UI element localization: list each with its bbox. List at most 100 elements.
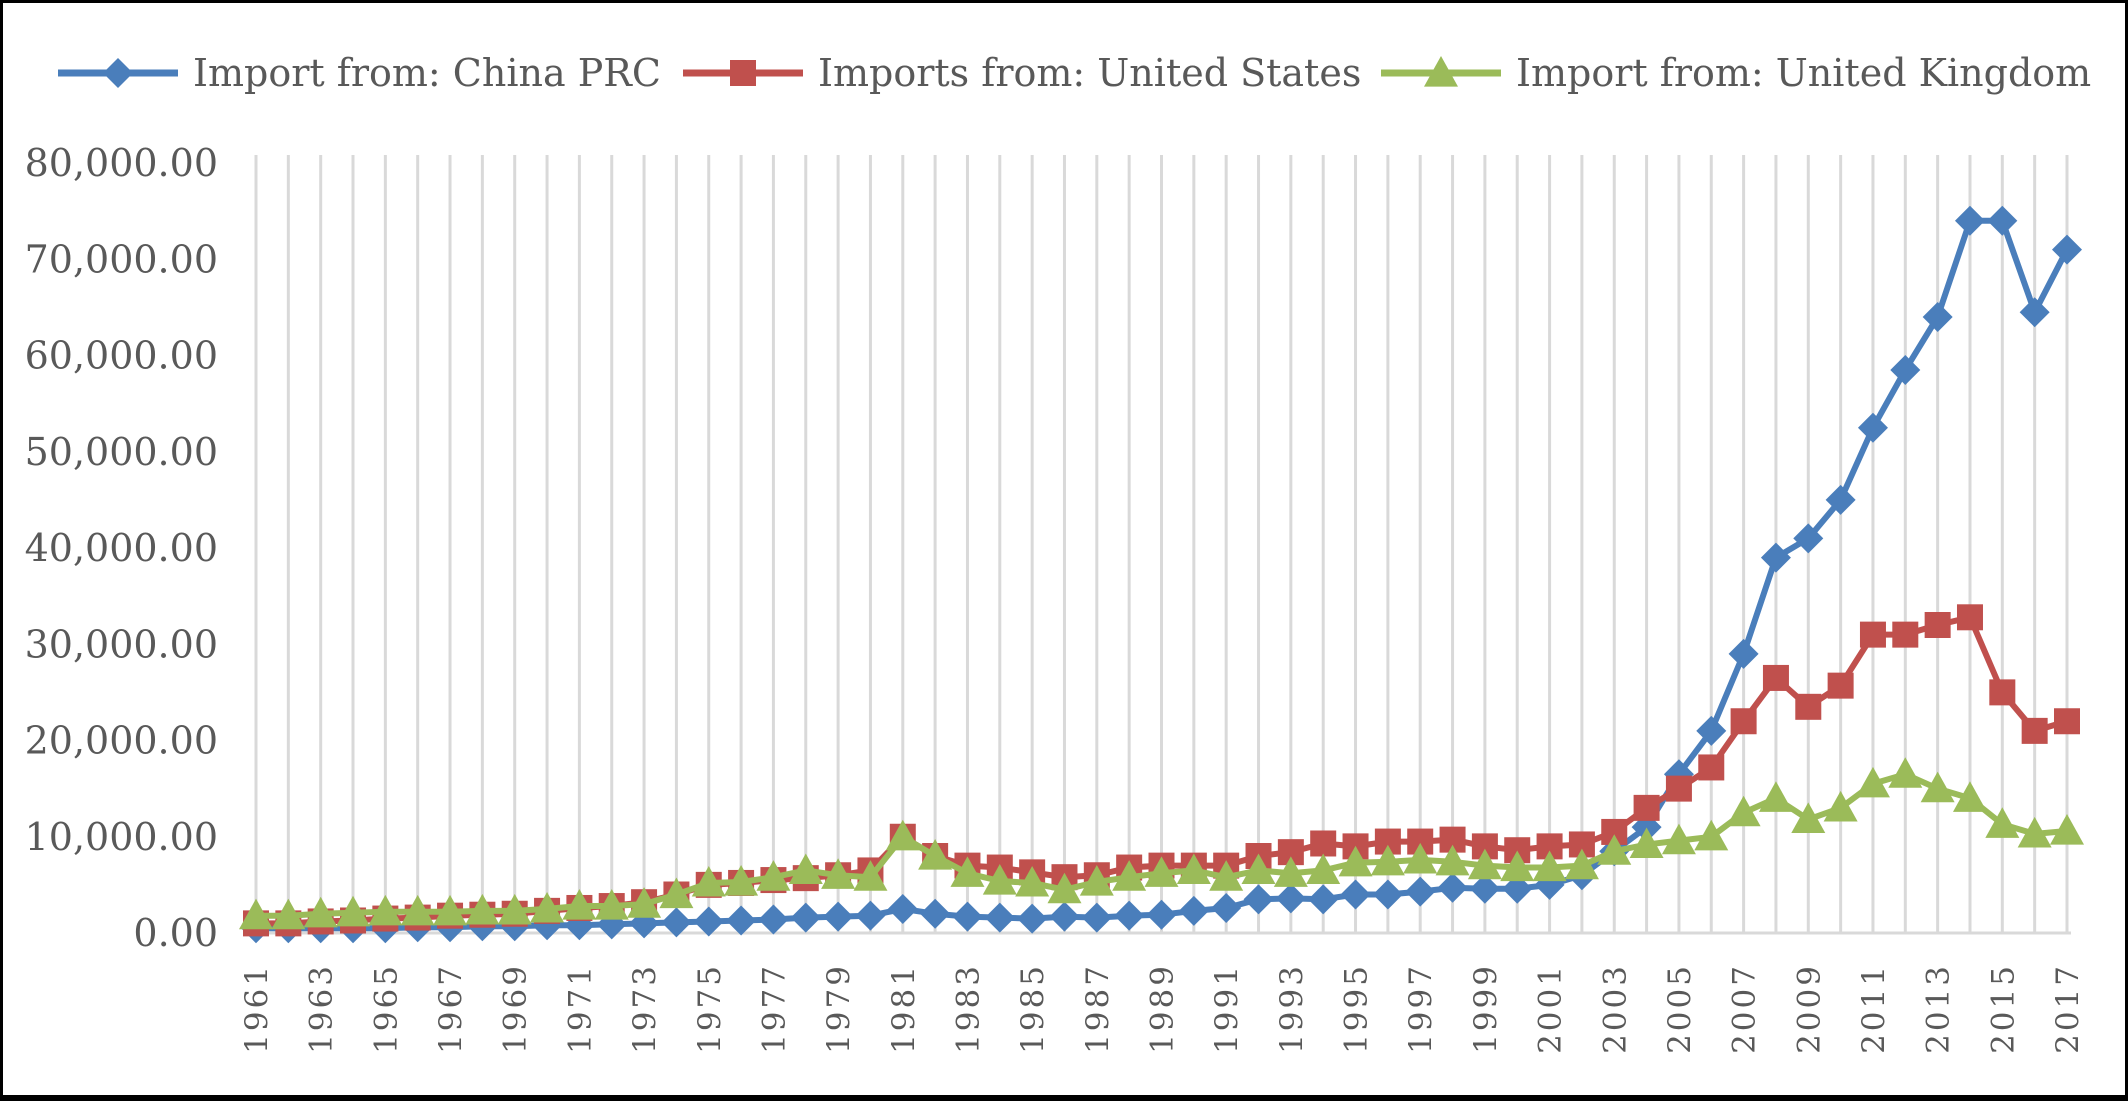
data-point <box>1597 834 1632 865</box>
data-point <box>1176 853 1211 885</box>
data-point <box>853 860 888 891</box>
x-tick-label: 1971 <box>562 963 598 1054</box>
data-point <box>1017 903 1048 934</box>
data-point <box>952 901 983 932</box>
data-point <box>1892 621 1919 648</box>
data-point <box>530 891 565 923</box>
data-point <box>1340 879 1371 910</box>
x-tick-label: 2017 <box>2050 963 2086 1054</box>
data-point <box>790 902 821 933</box>
y-tick-label: 50,000.00 <box>25 430 218 474</box>
data-point <box>1890 354 1921 385</box>
data-point <box>1211 892 1242 923</box>
x-tick-label: 2001 <box>1533 963 1569 1054</box>
data-point <box>758 904 789 935</box>
x-tick-label: 1993 <box>1274 963 1310 1054</box>
data-point <box>788 853 823 885</box>
data-point <box>1146 899 1177 930</box>
legend: Import from: China PRC Imports from: Unit… <box>58 51 2091 95</box>
data-point <box>821 858 856 889</box>
data-point <box>661 907 692 938</box>
data-point <box>1696 715 1727 746</box>
data-point <box>855 900 886 931</box>
data-point <box>2017 816 2052 848</box>
data-point <box>400 894 435 926</box>
x-tick-label: 1989 <box>1145 963 1181 1054</box>
legend-entry-3: Import from: United Kingdom <box>1381 51 2091 95</box>
data-point <box>1047 872 1082 904</box>
data-point <box>1241 853 1276 885</box>
x-tick-label: 1983 <box>950 963 986 1054</box>
data-point <box>2021 717 2048 744</box>
data-point <box>1694 819 1729 851</box>
data-point <box>1403 842 1438 874</box>
data-point <box>2019 297 2050 328</box>
data-point <box>1920 771 1955 803</box>
x-tick-label: 1961 <box>239 963 275 1054</box>
data-point <box>1112 860 1147 891</box>
data-point <box>1888 757 1923 788</box>
data-point <box>1467 848 1502 880</box>
data-point <box>1956 604 1983 631</box>
data-point <box>1730 708 1757 735</box>
x-tick-label: 1979 <box>821 963 857 1054</box>
x-tick-label: 1965 <box>368 963 404 1054</box>
data-point <box>920 898 951 929</box>
y-tick-label: 70,000.00 <box>25 237 218 281</box>
data-point <box>1114 900 1145 931</box>
line-chart: 0.00 10,000.00 20,000.00 30,000.00 40,000.00… <box>25 51 2092 1054</box>
data-point <box>1273 856 1308 887</box>
legend-entry-1: Import from: China PRC <box>58 51 661 95</box>
x-tick-label: 1997 <box>1403 963 1439 1054</box>
data-point <box>562 889 597 920</box>
legend-label: Import from: United Kingdom <box>1516 51 2091 95</box>
data-point <box>2052 234 2082 265</box>
data-point <box>2050 813 2084 845</box>
data-point <box>1209 860 1244 891</box>
data-point <box>1502 873 1533 904</box>
data-point <box>726 905 757 936</box>
data-point <box>984 902 1015 933</box>
data-point <box>1855 766 1890 798</box>
y-tick-label: 10,000.00 <box>25 815 218 859</box>
data-point <box>1985 807 2020 838</box>
data-point <box>1275 883 1306 914</box>
data-point <box>1405 876 1436 907</box>
data-point <box>1435 844 1470 876</box>
data-point <box>693 906 724 937</box>
y-tick-label: 30,000.00 <box>25 622 218 666</box>
y-tick-label: 40,000.00 <box>25 526 218 570</box>
data-point <box>1989 679 2016 706</box>
data-point <box>756 860 791 891</box>
data-point <box>271 898 306 930</box>
x-tick-label: 2013 <box>1921 963 1957 1054</box>
y-tick-label: 0.00 <box>133 911 218 955</box>
data-point <box>1857 412 1888 443</box>
legend-entry-2: Imports from: United States <box>683 51 1361 95</box>
data-point <box>1564 848 1599 880</box>
y-tick-label: 20,000.00 <box>25 719 218 763</box>
data-point <box>497 893 532 925</box>
data-point <box>887 893 918 924</box>
legend-marker <box>103 58 133 88</box>
data-point <box>1922 302 1953 332</box>
data-point <box>303 896 338 928</box>
data-point <box>1791 802 1826 834</box>
data-point <box>1665 775 1692 802</box>
x-tick-label: 1969 <box>498 963 534 1054</box>
data-point <box>1532 850 1567 882</box>
data-point <box>594 889 629 920</box>
data-point <box>1698 754 1725 781</box>
data-point <box>627 887 662 918</box>
data-point <box>465 893 500 925</box>
y-tick-label: 80,000.00 <box>25 141 218 185</box>
data-point <box>368 894 403 926</box>
data-point <box>1633 794 1660 821</box>
data-point <box>1178 895 1209 926</box>
data-point <box>1500 850 1535 882</box>
x-tick-label: 1981 <box>886 963 922 1054</box>
data-point <box>1144 856 1179 887</box>
data-point <box>885 819 920 851</box>
data-point <box>1310 830 1337 857</box>
data-point <box>691 865 726 897</box>
